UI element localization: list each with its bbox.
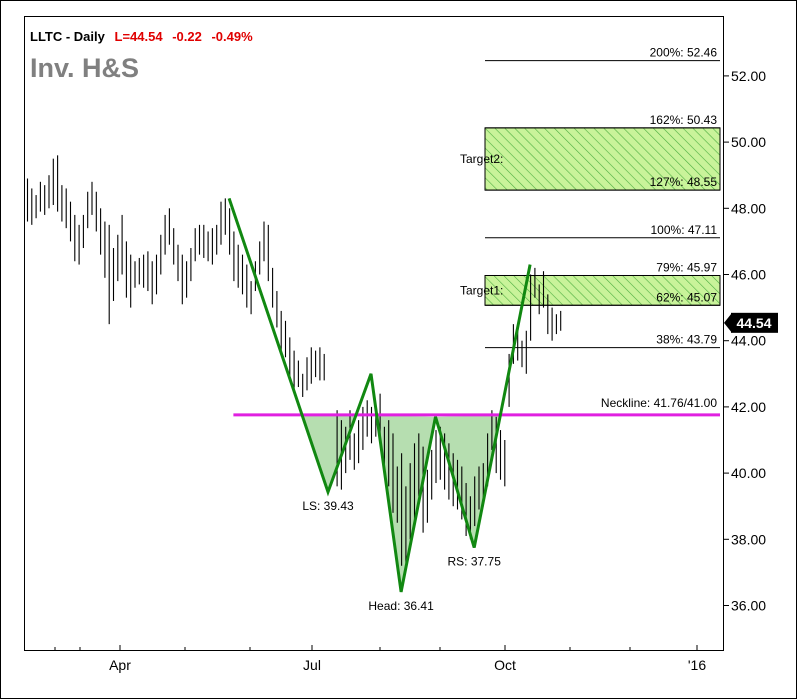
- pattern-title: Inv. H&S: [30, 53, 140, 83]
- level-label: 162%: 50.43: [650, 113, 718, 127]
- target-zone-label: Target1:: [460, 283, 503, 297]
- y-tick-label: 48.00: [731, 200, 766, 216]
- change-pct-label: -0.49%: [211, 29, 253, 44]
- x-tick-label: Oct: [494, 657, 516, 673]
- level-label: 200%: 52.46: [650, 46, 718, 60]
- symbol-label: LLTC - Daily: [30, 29, 105, 44]
- level-label: 100%: 47.11: [651, 223, 718, 237]
- level-label: 38%: 43.79: [656, 333, 717, 347]
- y-tick-label: 52.00: [731, 68, 766, 84]
- target-zone-label: Target2:: [460, 152, 503, 166]
- y-tick-label: 38.00: [731, 531, 766, 547]
- level-label: 62%: 45.07: [656, 290, 717, 304]
- y-tick-label: 44.00: [731, 333, 766, 349]
- y-tick-label: 46.00: [731, 267, 766, 283]
- pattern-line: [227, 197, 532, 593]
- level-label: 79%: 45.97: [656, 260, 717, 274]
- change-label: -0.22: [172, 29, 202, 44]
- x-tick-label: Apr: [109, 657, 131, 673]
- pattern-fill-3: [435, 414, 501, 548]
- plot-border: [24, 16, 724, 651]
- x-tick-label: Jul: [303, 657, 321, 673]
- neckline-label: Neckline: 41.76/41.00: [601, 396, 717, 410]
- pattern-point-label: LS: 39.43: [302, 499, 354, 513]
- current-price-pointer: [724, 312, 732, 333]
- x-tick-label: '16: [688, 657, 706, 673]
- current-price-box: [731, 312, 778, 333]
- level-label: 127%: 48.55: [650, 175, 718, 189]
- y-tick-label: 36.00: [731, 598, 766, 614]
- pattern-point-label: RS: 37.75: [448, 555, 502, 569]
- y-tick-label: 50.00: [731, 134, 766, 150]
- y-tick-label: 42.00: [731, 399, 766, 415]
- pattern-point-label: Head: 36.41: [368, 599, 434, 613]
- current-price-label: 44.54: [736, 315, 771, 331]
- last-price-label: L=44.54: [114, 29, 163, 44]
- y-tick-label: 40.00: [731, 465, 766, 481]
- pattern-fill-1: [302, 414, 357, 492]
